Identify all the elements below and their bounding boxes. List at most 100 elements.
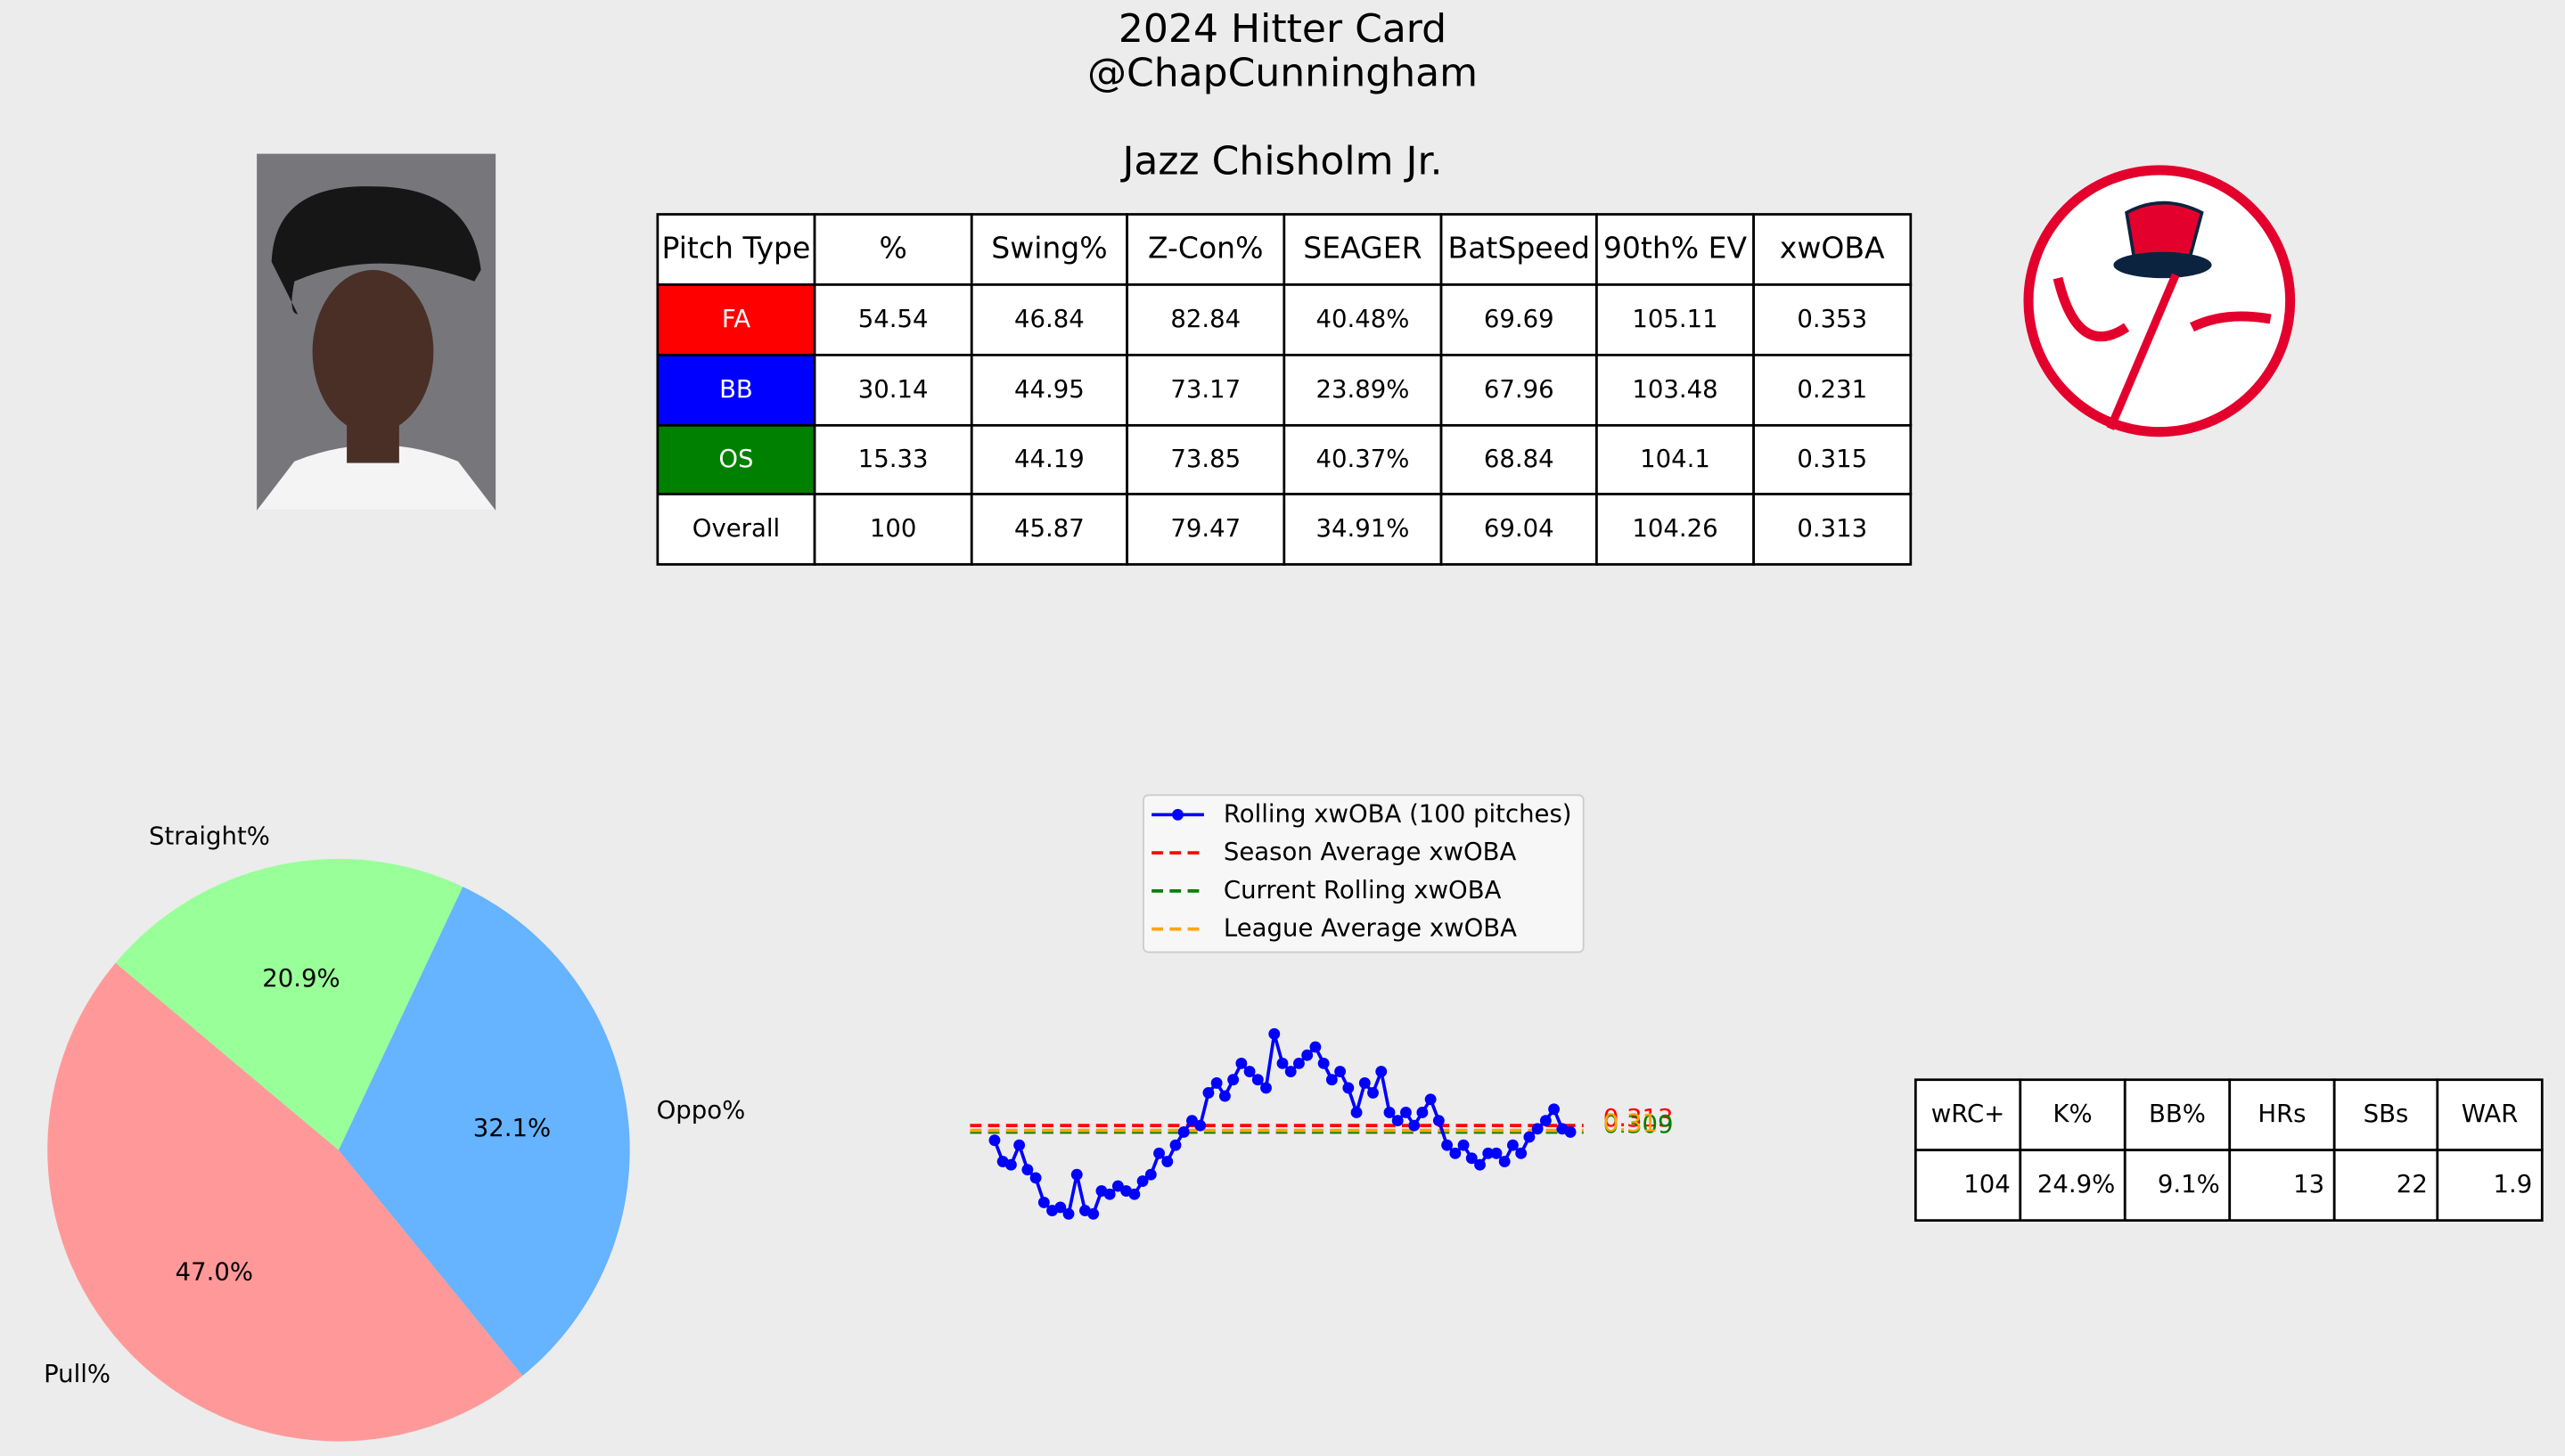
- table-cell-text: 73.85: [1170, 445, 1241, 473]
- stats-cell: [2436, 1149, 2544, 1222]
- series-point: [1284, 1066, 1297, 1077]
- table-cell-text: 30.14: [858, 375, 929, 404]
- table-cell: [656, 354, 816, 427]
- table-cell: [656, 493, 816, 566]
- series-point: [1465, 1152, 1478, 1165]
- table-cell-text: 73.17: [1170, 375, 1241, 404]
- table-cell-text: 104.1: [1640, 445, 1710, 473]
- series-point: [1062, 1207, 1075, 1220]
- series-point: [1070, 1168, 1083, 1181]
- series-point: [1210, 1076, 1223, 1089]
- stats-header-text: BB%: [2149, 1100, 2206, 1128]
- table-cell-text: 23.89%: [1315, 375, 1409, 404]
- series-point: [1194, 1119, 1207, 1132]
- title: 2024 Hitter Card: [1119, 6, 1446, 52]
- stats-cell-text: 9.1%: [2158, 1170, 2220, 1198]
- table-cell-text: 79.47: [1170, 514, 1241, 543]
- pie-value-label: 32.1%: [473, 1114, 551, 1142]
- table-cell: [1752, 283, 1913, 356]
- table-cell: [1126, 493, 1286, 566]
- stats-header-text: SBs: [2364, 1100, 2409, 1128]
- legend-box: [1143, 794, 1585, 953]
- series-point: [1186, 1115, 1198, 1127]
- series-point: [1474, 1158, 1486, 1171]
- series-point: [1029, 1172, 1042, 1184]
- table-header-text: Swing%: [991, 230, 1107, 265]
- stats-header-text: wRC+: [1931, 1100, 2005, 1128]
- table-cell-text: 15.33: [858, 445, 929, 473]
- table-cell: [1282, 354, 1443, 427]
- series-point: [1111, 1180, 1124, 1192]
- series-point: [1153, 1147, 1165, 1159]
- pie-category-label: Pull%: [44, 1360, 111, 1388]
- table-cell-text: 100: [870, 514, 917, 543]
- stats-header-cell: [2019, 1078, 2127, 1152]
- pie-value-label: 20.9%: [262, 964, 340, 993]
- series-point: [1507, 1139, 1519, 1151]
- table-header-text: %: [879, 230, 906, 265]
- table-header-cell: [1439, 213, 1598, 286]
- table-cell-text: 54.54: [858, 305, 929, 333]
- series-point: [1334, 1066, 1347, 1077]
- table-cell: [1752, 423, 1913, 495]
- series-point: [1293, 1057, 1305, 1069]
- stats-cell-text: 13: [2293, 1170, 2324, 1198]
- table-cell-text: 0.313: [1797, 514, 1867, 543]
- series-point: [1136, 1175, 1149, 1187]
- series-point: [1457, 1139, 1470, 1151]
- series-point: [1128, 1188, 1141, 1200]
- stats-cell-text: 104: [1963, 1170, 2011, 1198]
- table-cell-text: 45.87: [1014, 514, 1085, 543]
- table-header-cell: [813, 213, 973, 286]
- stats-header-text: WAR: [2462, 1100, 2519, 1128]
- pie-slice: [338, 887, 630, 1376]
- series-point: [1367, 1086, 1379, 1099]
- series-point: [988, 1134, 1001, 1147]
- series-point: [1383, 1107, 1396, 1118]
- stats-cell: [2123, 1149, 2232, 1222]
- series-point: [1243, 1066, 1256, 1077]
- pie-slice: [115, 858, 463, 1150]
- stats-cell: [2228, 1149, 2336, 1222]
- player-photo: [257, 153, 496, 511]
- table-cell-text: 40.37%: [1315, 445, 1409, 473]
- table-cell-text: 105.11: [1632, 305, 1717, 333]
- table-header-cell: [1752, 213, 1913, 286]
- table-cell: [813, 493, 973, 566]
- series-point: [1523, 1131, 1536, 1143]
- series-point: [1177, 1126, 1190, 1138]
- pie-slice: [47, 962, 523, 1442]
- table-cell: [1282, 493, 1443, 566]
- legend-label: League Average xwOBA: [1224, 914, 1517, 943]
- table-cell: [1282, 283, 1443, 356]
- series-point: [1441, 1139, 1454, 1151]
- table-cell-text: 68.84: [1484, 445, 1554, 473]
- table-cell-text: 104.26: [1632, 514, 1717, 543]
- series-point: [1482, 1147, 1495, 1159]
- pie-category-label: Straight%: [149, 822, 270, 851]
- table-cell-text: OS: [718, 445, 753, 473]
- series-point: [1301, 1049, 1314, 1061]
- stats-cell-text: 1.9: [2494, 1170, 2533, 1198]
- series-point: [1309, 1041, 1322, 1053]
- table-cell-text: 46.84: [1014, 305, 1085, 333]
- series-point: [1202, 1086, 1215, 1099]
- table-cell-text: 103.48: [1632, 375, 1717, 404]
- table-header-text: BatSpeed: [1448, 230, 1590, 265]
- table-cell-text: 40.48%: [1315, 305, 1409, 333]
- legend-label: Current Rolling xwOBA: [1224, 876, 1502, 904]
- table-cell: [1439, 423, 1598, 495]
- series-point: [1317, 1057, 1330, 1069]
- series-point: [1054, 1201, 1067, 1214]
- table-cell-text: 67.96: [1484, 375, 1554, 404]
- table-header-cell: [970, 213, 1129, 286]
- series-point: [1235, 1057, 1248, 1069]
- table-cell-text: 44.19: [1014, 445, 1085, 473]
- series-point: [1004, 1158, 1017, 1171]
- table-cell-text: 69.04: [1484, 514, 1554, 543]
- series-point: [1548, 1103, 1561, 1116]
- series-point: [1350, 1107, 1363, 1118]
- table-cell: [1752, 493, 1913, 566]
- stats-cell: [1914, 1149, 2022, 1222]
